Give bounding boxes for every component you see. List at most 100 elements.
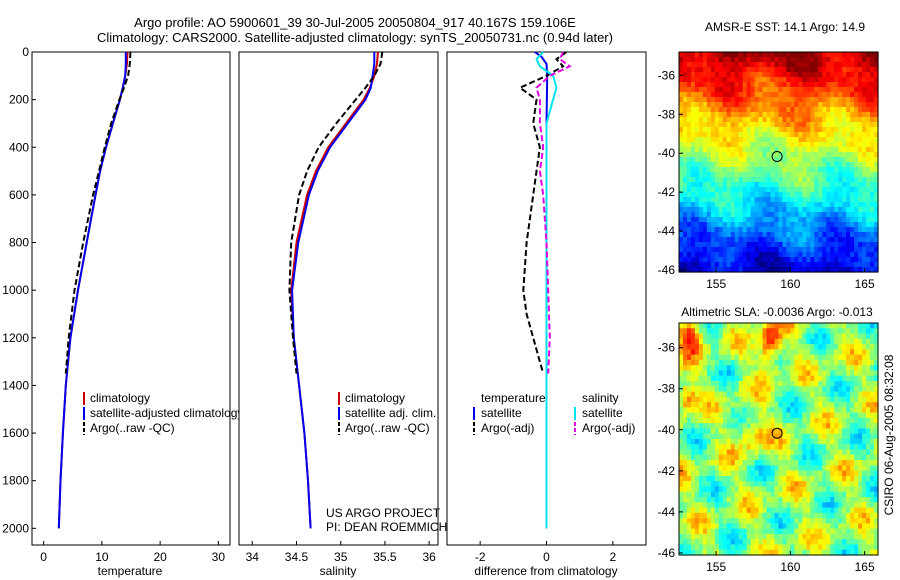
map-cell (798, 349, 803, 356)
map-cell (766, 192, 772, 198)
y-tick-label: -44 (658, 505, 676, 519)
map-cell (738, 349, 744, 356)
map-cell (702, 391, 708, 398)
map-cell (790, 197, 796, 203)
map-cell (778, 475, 784, 482)
map-cell (790, 486, 796, 493)
map-cell (682, 402, 688, 408)
map-cell (754, 147, 760, 153)
map-cell (686, 444, 692, 451)
map-cell (830, 549, 835, 556)
map-cell (838, 202, 843, 208)
map-cell (726, 237, 732, 243)
map-cell (718, 449, 724, 456)
map-cell (814, 386, 819, 393)
map-cell (802, 507, 807, 514)
map-cell (702, 82, 708, 88)
map-cell (850, 197, 855, 203)
map-cell (842, 72, 847, 78)
map-cell (858, 375, 863, 382)
map-cell (786, 460, 792, 466)
map-cell (714, 142, 720, 148)
map-cell (854, 207, 859, 213)
map-cell (834, 396, 839, 403)
map-cell (842, 402, 847, 408)
map-cell (738, 333, 744, 340)
map-cell (702, 152, 708, 158)
map-cell (810, 222, 815, 228)
map-cell (786, 454, 792, 461)
map-cell (874, 87, 879, 93)
map-cell (778, 132, 784, 138)
map-cell (702, 475, 708, 482)
map-cell (746, 157, 752, 163)
map-cell (854, 72, 859, 78)
map-cell (710, 192, 716, 198)
map-cell (718, 267, 724, 273)
map-cell (790, 147, 796, 153)
map-cell (830, 433, 835, 440)
map-cell (750, 262, 756, 268)
map-cell (874, 375, 879, 382)
map-cell (770, 460, 776, 466)
map-cell (686, 67, 692, 73)
map-cell (706, 247, 712, 253)
map-cell (750, 117, 756, 123)
map-cell (754, 67, 760, 73)
map-cell (846, 137, 851, 143)
map-cell (746, 97, 752, 103)
map-cell (794, 386, 799, 393)
map-cell (794, 157, 799, 163)
map-cell (770, 72, 776, 78)
map-cell (850, 460, 855, 466)
map-cell (862, 227, 867, 233)
map-cell (742, 242, 748, 248)
map-cell (758, 507, 764, 514)
map-cell (870, 333, 875, 340)
map-cell (858, 132, 863, 138)
map-cell (694, 62, 700, 68)
map-cell (686, 122, 692, 128)
map-cell (786, 217, 792, 223)
map-cell (766, 428, 772, 435)
map-cell (874, 412, 879, 419)
map-cell (718, 417, 724, 424)
map-cell (874, 117, 879, 123)
map-cell (782, 333, 788, 340)
map-cell (694, 470, 700, 477)
map-cell (802, 172, 807, 178)
map-cell (774, 152, 780, 158)
map-cell (710, 328, 716, 335)
map-cell (758, 107, 764, 113)
map-cell (714, 107, 720, 113)
map-cell (698, 344, 704, 350)
map-cell (858, 533, 863, 540)
map-cell (738, 407, 744, 414)
map-cell (698, 57, 704, 63)
map-cell (826, 439, 831, 445)
map-cell (778, 152, 784, 158)
map-cell (806, 444, 811, 451)
map-cell (710, 338, 716, 345)
map-cell (858, 187, 863, 193)
map-cell (726, 262, 732, 268)
map-cell (818, 428, 823, 435)
map-cell (758, 539, 764, 546)
map-cell (694, 117, 700, 123)
map-cell (682, 107, 688, 113)
map-cell (822, 475, 827, 482)
map-cell (714, 354, 720, 361)
map-cell (758, 386, 764, 393)
map-cell (690, 237, 696, 243)
map-cell (730, 57, 736, 63)
map-cell (722, 386, 728, 393)
map-cell (810, 132, 815, 138)
map-cell (818, 386, 823, 393)
map-cell (702, 142, 708, 148)
map-cell (794, 132, 799, 138)
map-cell (714, 67, 720, 73)
map-cell (742, 417, 748, 424)
map-cell (854, 117, 859, 123)
map-cell (802, 370, 807, 377)
map-cell (834, 518, 839, 524)
